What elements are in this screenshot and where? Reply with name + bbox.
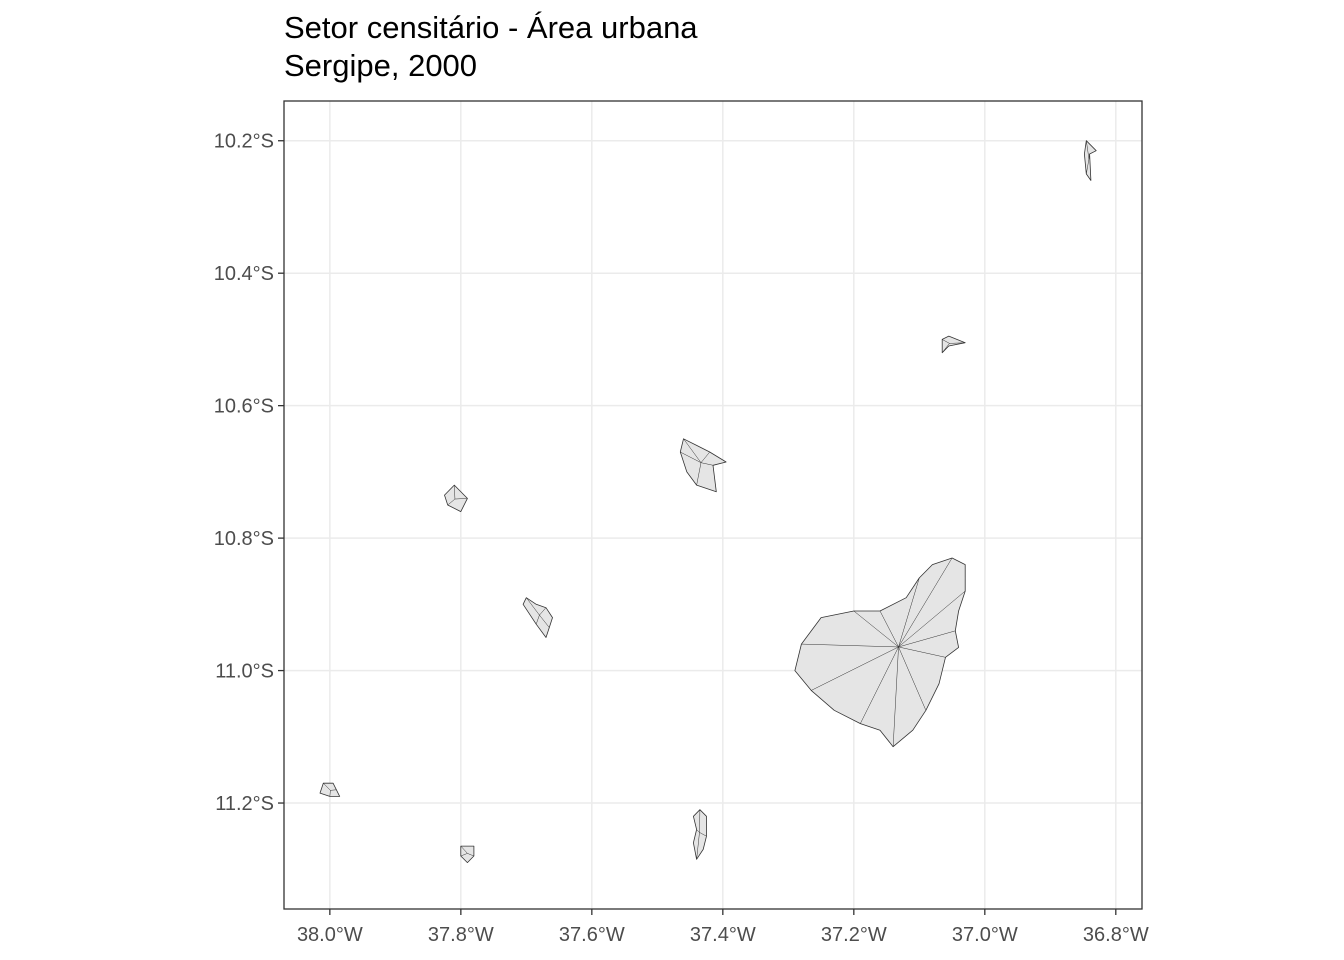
tract-boundary	[860, 646, 899, 724]
tract-boundary	[329, 790, 331, 797]
tract-boundary	[454, 498, 468, 500]
tract-boundary	[696, 829, 700, 833]
tract-boundary	[447, 498, 456, 506]
tract-boundary	[1088, 153, 1090, 159]
tract-boundary	[680, 451, 702, 463]
tract-boundary	[683, 438, 702, 463]
tract-boundary	[460, 845, 468, 854]
tract-boundary	[539, 614, 550, 628]
x-tick-label: 37.8°W	[428, 924, 494, 946]
tract-boundary	[942, 343, 950, 353]
tract-boundary	[330, 789, 337, 791]
tract-boundary	[460, 853, 468, 857]
region-nossa-senhora-gloria	[444, 484, 468, 513]
y-tick-label: 10.2°S	[214, 131, 274, 153]
region-aracaju-area	[794, 557, 966, 748]
tract-boundary	[467, 853, 475, 857]
region-itabaianinha	[460, 845, 475, 863]
tract-boundary	[700, 451, 710, 463]
tract-boundary	[898, 557, 953, 648]
graticule	[284, 101, 1142, 909]
tract-boundary	[323, 782, 331, 791]
tract-boundary	[898, 590, 966, 648]
tract-boundary	[700, 462, 714, 466]
y-tick-label: 10.8°S	[214, 528, 274, 550]
tract-boundary	[696, 832, 700, 860]
x-tick-label: 38.0°W	[297, 924, 363, 946]
tract-boundary	[879, 610, 899, 648]
region-brejo-grande	[1084, 140, 1097, 181]
x-tick-label: 37.6°W	[559, 924, 625, 946]
x-tick-label: 37.0°W	[952, 924, 1018, 946]
panel-border	[283, 100, 1143, 910]
x-tick-label: 37.2°W	[821, 924, 887, 946]
tract-boundary	[526, 597, 540, 616]
map-subtitle: Sergipe, 2000	[284, 48, 478, 83]
tract-boundary	[898, 630, 956, 648]
map-title: Setor censitário - Área urbana	[284, 10, 698, 45]
tract-boundary	[1086, 140, 1090, 159]
tract-boundary	[942, 339, 950, 344]
x-tick-label: 37.4°W	[690, 924, 756, 946]
tract-boundary	[898, 646, 946, 658]
tract-boundary	[853, 610, 899, 648]
region-itabaiana	[522, 597, 553, 638]
tract-boundary	[898, 577, 920, 648]
tract-boundary	[454, 485, 456, 500]
region-pacatuba	[941, 335, 966, 354]
y-tick-label: 10.4°S	[214, 263, 274, 285]
tract-boundary	[811, 646, 899, 691]
y-tick-label: 11.2°S	[215, 793, 274, 815]
axes: 38.0°W 37.8°W 37.6°W 37.4°W 37.2°W 37.0°W 36.8…	[214, 131, 1149, 946]
tract-boundary	[892, 646, 899, 747]
census-tracts	[319, 140, 1097, 863]
y-tick-label: 11.0°S	[215, 661, 274, 683]
region-capela	[679, 438, 727, 493]
tract-boundary	[535, 615, 540, 625]
y-tick-label: 10.6°S	[214, 396, 274, 418]
tract-boundary	[539, 607, 547, 616]
tract-boundary	[801, 643, 899, 648]
x-tick-label: 36.8°W	[1083, 924, 1149, 946]
tract-boundary	[699, 832, 707, 837]
tract-boundary	[1086, 158, 1090, 174]
tract-boundary	[898, 646, 927, 711]
tract-boundary	[949, 342, 966, 344]
tract-boundary	[696, 462, 702, 486]
